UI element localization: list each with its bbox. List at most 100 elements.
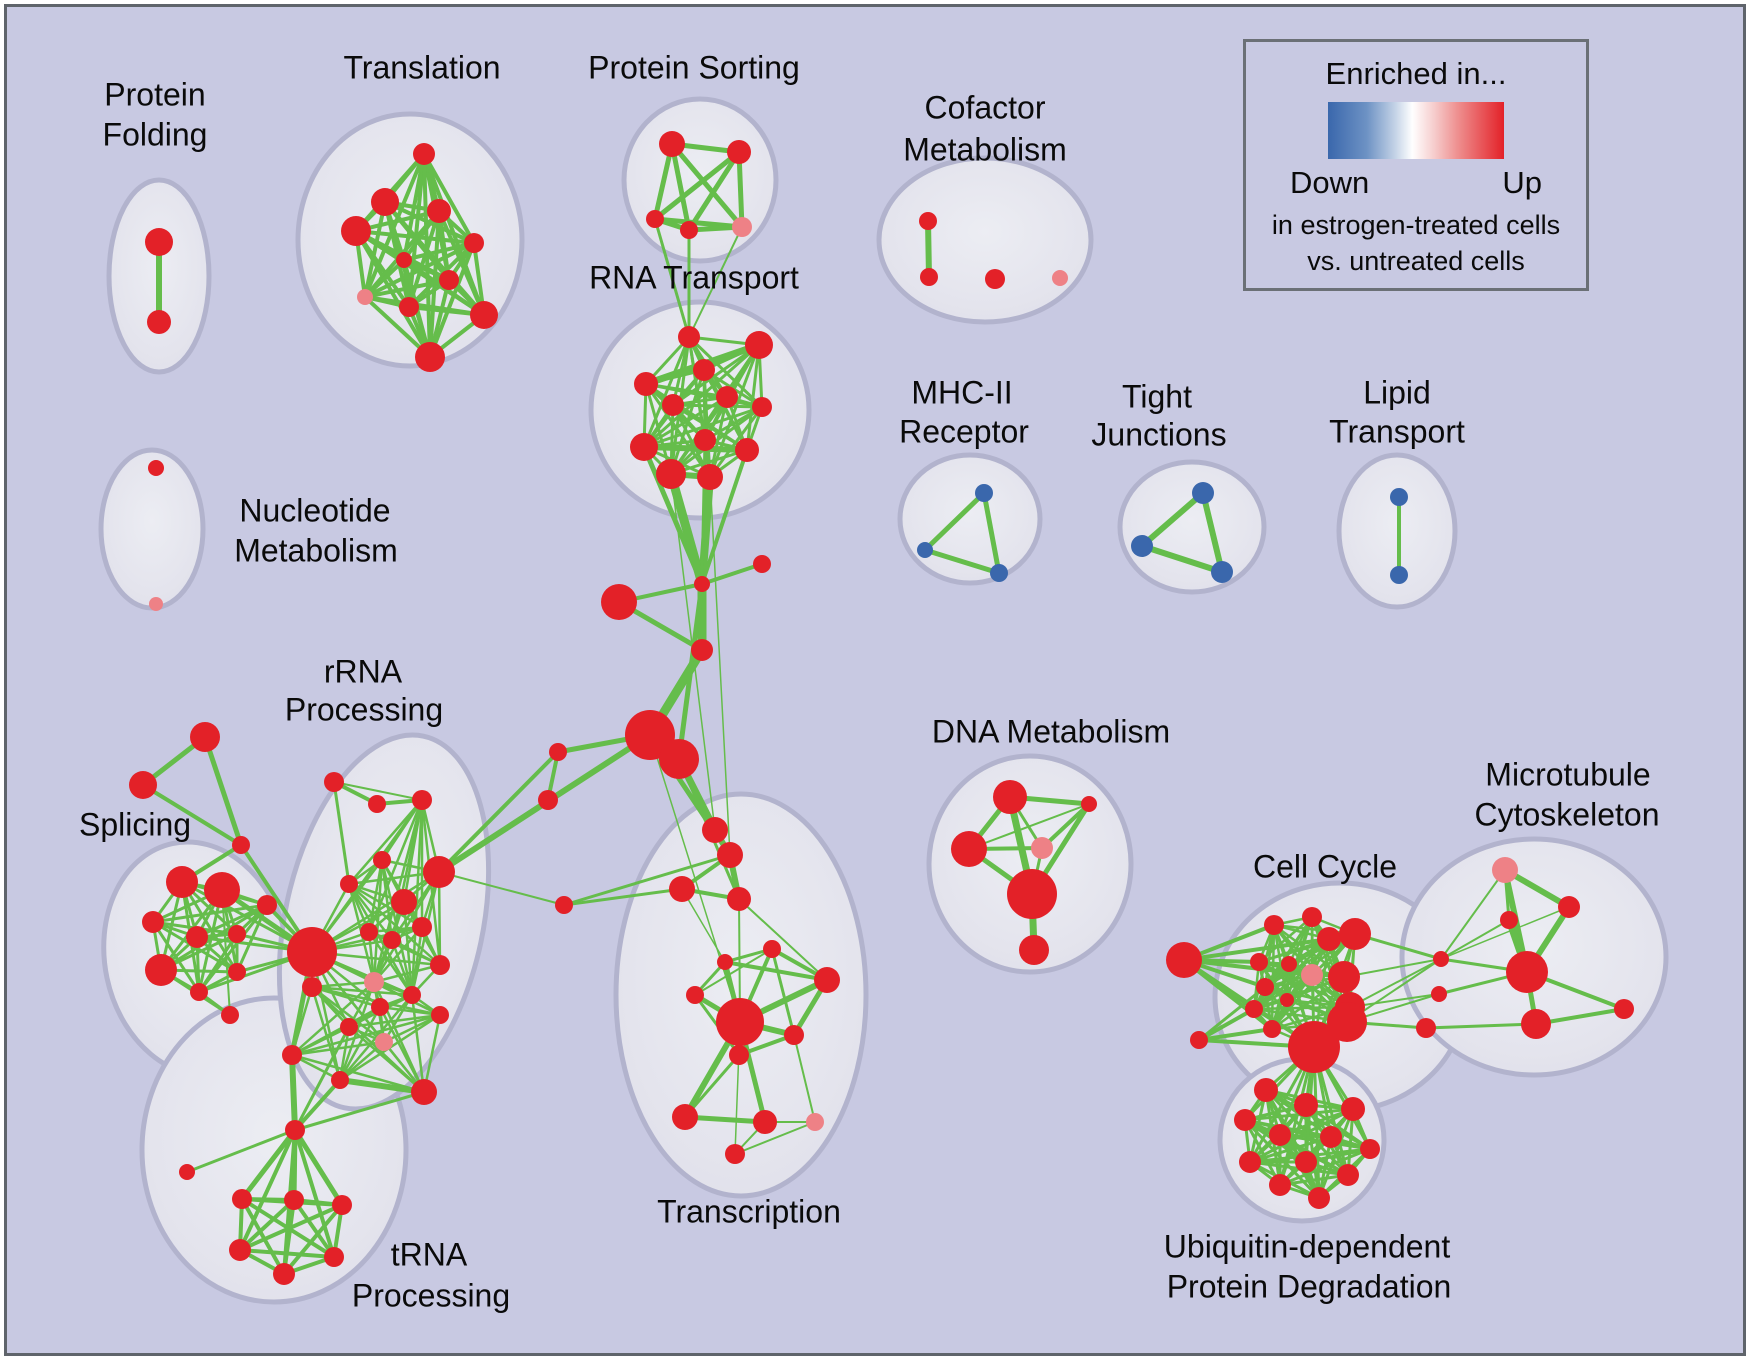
node-T5[interactable] [464, 233, 484, 253]
node-R14[interactable] [431, 1006, 449, 1024]
node-MT9[interactable] [1416, 1018, 1436, 1038]
node-TR10[interactable] [729, 1045, 749, 1065]
node-T6[interactable] [396, 252, 412, 268]
node-GH2[interactable] [1327, 1002, 1367, 1042]
node-R19[interactable] [331, 1071, 349, 1089]
node-TR12[interactable] [753, 1110, 777, 1134]
node-TR11[interactable] [672, 1104, 698, 1130]
node-R15[interactable] [403, 986, 421, 1004]
node-RHUB[interactable] [287, 927, 337, 977]
node-HUB1[interactable] [625, 710, 675, 760]
node-MT7[interactable] [1433, 951, 1449, 967]
node-LT1[interactable] [1390, 488, 1408, 506]
node-RT4[interactable] [634, 372, 658, 396]
node-S2[interactable] [204, 872, 240, 908]
node-CC3[interactable] [1264, 915, 1284, 935]
node-MT3[interactable] [1500, 911, 1518, 929]
node-R12[interactable] [371, 998, 389, 1016]
node-CF2[interactable] [920, 268, 938, 286]
node-TR7[interactable] [814, 967, 840, 993]
node-D1[interactable] [993, 780, 1027, 814]
node-TN3[interactable] [284, 1190, 304, 1210]
node-CC7[interactable] [1250, 953, 1268, 971]
node-TR3[interactable] [669, 876, 695, 902]
node-U1[interactable] [1254, 1078, 1278, 1102]
node-RT6[interactable] [716, 386, 738, 408]
node-TN5[interactable] [229, 1239, 251, 1261]
node-R18[interactable] [282, 1045, 302, 1065]
node-NM1[interactable] [148, 460, 164, 476]
node-PS5[interactable] [732, 217, 752, 237]
node-T2[interactable] [371, 188, 399, 216]
node-R1[interactable] [324, 772, 344, 792]
node-U12[interactable] [1308, 1187, 1330, 1209]
node-R2[interactable] [368, 795, 386, 813]
node-U6[interactable] [1320, 1126, 1342, 1148]
node-RT9[interactable] [630, 433, 658, 461]
node-TR13[interactable] [806, 1113, 824, 1131]
node-S4[interactable] [186, 926, 208, 948]
node-C5[interactable] [549, 743, 567, 761]
node-TR8[interactable] [686, 986, 704, 1004]
node-R9[interactable] [360, 923, 378, 941]
node-S6[interactable] [145, 954, 177, 986]
node-TR4[interactable] [727, 887, 751, 911]
node-RT3[interactable] [693, 359, 715, 381]
node-RT10[interactable] [735, 438, 759, 462]
node-U11[interactable] [1269, 1174, 1291, 1196]
node-TJ1[interactable] [1192, 482, 1214, 504]
node-TR5[interactable] [763, 940, 781, 958]
node-C1[interactable] [694, 576, 710, 592]
node-CC1[interactable] [1166, 942, 1202, 978]
node-CC15[interactable] [1263, 1020, 1281, 1038]
node-R11[interactable] [364, 972, 384, 992]
node-TN2[interactable] [232, 1189, 252, 1209]
node-CC5[interactable] [1317, 927, 1341, 951]
node-U2[interactable] [1294, 1093, 1318, 1117]
node-U4[interactable] [1234, 1109, 1256, 1131]
node-T7[interactable] [439, 270, 459, 290]
node-CC6[interactable] [1339, 918, 1371, 950]
node-D5[interactable] [1007, 869, 1057, 919]
node-R17[interactable] [302, 977, 322, 997]
node-TN1[interactable] [179, 1164, 195, 1180]
node-S8[interactable] [228, 963, 246, 981]
node-U3[interactable] [1341, 1097, 1365, 1121]
node-HUB2[interactable] [659, 739, 699, 779]
node-D4[interactable] [1031, 837, 1053, 859]
node-TN0[interactable] [285, 1120, 305, 1140]
node-R3[interactable] [412, 790, 432, 810]
node-S1[interactable] [166, 866, 198, 898]
node-TJ3[interactable] [1211, 561, 1233, 583]
node-GH1[interactable] [1288, 1021, 1340, 1073]
node-TN6[interactable] [324, 1247, 344, 1267]
node-X2[interactable] [129, 771, 157, 799]
node-CC2[interactable] [1190, 1031, 1208, 1049]
node-T3[interactable] [341, 216, 371, 246]
node-CC11[interactable] [1256, 978, 1274, 996]
node-S7[interactable] [190, 983, 208, 1001]
node-RT11[interactable] [656, 459, 686, 489]
node-CC12[interactable] [1280, 993, 1294, 1007]
node-CC9[interactable] [1301, 964, 1323, 986]
node-T8[interactable] [357, 289, 373, 305]
node-MT1[interactable] [1492, 857, 1518, 883]
node-U8[interactable] [1239, 1151, 1261, 1173]
node-CC4[interactable] [1302, 907, 1322, 927]
node-TN7[interactable] [273, 1263, 295, 1285]
node-R13[interactable] [430, 955, 450, 975]
node-X1[interactable] [190, 722, 220, 752]
node-D6[interactable] [1019, 935, 1049, 965]
node-C3[interactable] [601, 584, 637, 620]
node-R5[interactable] [340, 875, 358, 893]
node-TR9[interactable] [784, 1025, 804, 1045]
node-CC8[interactable] [1281, 956, 1297, 972]
node-T10[interactable] [470, 301, 498, 329]
node-RT1[interactable] [678, 326, 700, 348]
node-TR14[interactable] [725, 1144, 745, 1164]
node-PF2[interactable] [147, 310, 171, 334]
node-TN4[interactable] [332, 1195, 352, 1215]
node-R8[interactable] [412, 917, 432, 937]
node-TR6[interactable] [717, 954, 733, 970]
node-R10[interactable] [383, 931, 401, 949]
